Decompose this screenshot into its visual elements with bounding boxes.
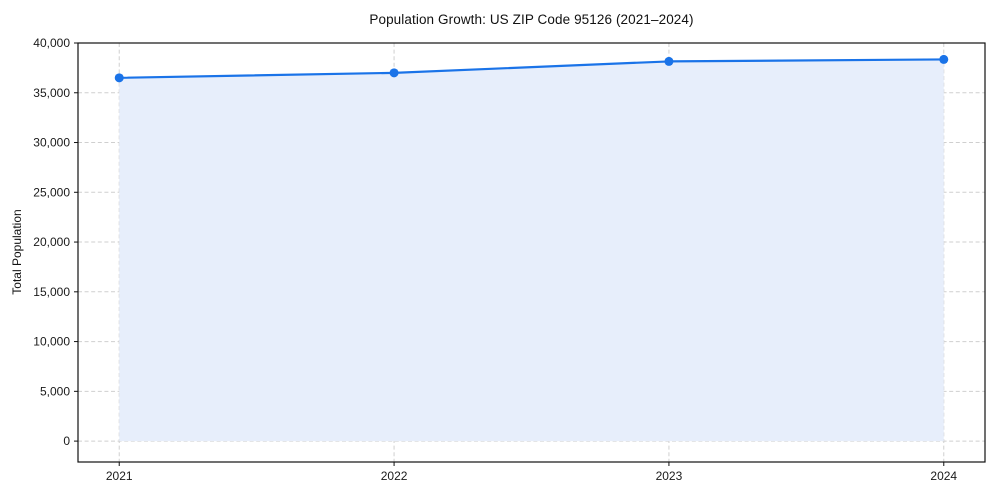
chart-title: Population Growth: US ZIP Code 95126 (20… <box>369 12 694 27</box>
y-tick-label: 30,000 <box>33 136 70 150</box>
y-tick-label: 35,000 <box>33 86 70 100</box>
data-point-marker <box>664 56 674 66</box>
x-tick-label: 2023 <box>656 469 683 483</box>
x-tick-label: 2021 <box>106 469 133 483</box>
axes-border <box>77 42 986 463</box>
y-tick-label: 15,000 <box>33 285 70 299</box>
y-tick-label: 10,000 <box>33 335 70 349</box>
trend-line <box>119 58 944 79</box>
y-tick-label: 0 <box>63 434 70 448</box>
data-point-marker <box>389 68 399 78</box>
y-tick-label: 40,000 <box>33 36 70 50</box>
data-point-marker <box>939 54 949 64</box>
area-fill <box>119 59 944 442</box>
data-point-marker <box>114 73 124 83</box>
y-tick-label: 25,000 <box>33 185 70 199</box>
x-tick-label: 2024 <box>930 469 957 483</box>
x-tick-label: 2022 <box>381 469 408 483</box>
y-axis-label: Total Population <box>10 209 24 295</box>
y-tick-label: 5,000 <box>40 384 70 398</box>
y-tick-label: 20,000 <box>33 235 70 249</box>
